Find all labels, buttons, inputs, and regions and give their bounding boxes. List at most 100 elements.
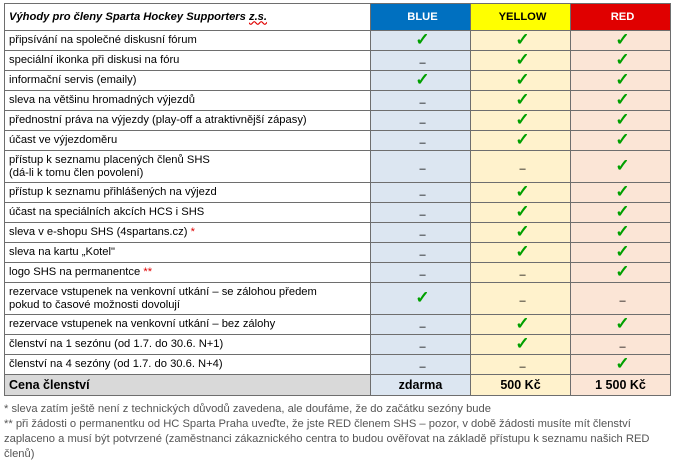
dash-icon: –: [419, 341, 426, 353]
check-icon: ✓: [515, 70, 530, 89]
cell-blue: –: [370, 314, 471, 335]
benefit-label-note: (dá-li k tomu člen povolení): [9, 166, 144, 179]
dash-icon: –: [419, 117, 426, 129]
table-title-suffix: z.s.: [248, 10, 268, 23]
cell-blue: –: [370, 182, 471, 203]
benefit-label-text: přednostní práva na výjezdy (play-off a …: [9, 114, 307, 126]
cell-yellow: ✓: [470, 202, 571, 223]
check-icon: ✓: [515, 242, 530, 261]
table-row: členství na 4 sezóny (od 1.7. do 30.6. N…: [4, 354, 671, 375]
benefit-label: členství na 4 sezóny (od 1.7. do 30.6. N…: [4, 354, 371, 375]
cell-blue: –: [370, 130, 471, 151]
cell-blue: –: [370, 242, 471, 263]
price-label: Cena členství: [4, 374, 371, 396]
table-row: logo SHS na permanentce ** – – ✓: [4, 262, 671, 283]
cell-red: ✓: [570, 50, 671, 71]
check-icon: ✓: [615, 314, 630, 333]
cell-yellow: ✓: [470, 242, 571, 263]
tier-header-red: RED: [570, 3, 671, 31]
footnote-2: ** při žádosti o permanentku od HC Spart…: [4, 418, 650, 460]
cell-red: ✓: [570, 90, 671, 111]
benefit-label-text: účast na speciálních akcích HCS i SHS: [9, 206, 205, 218]
dash-icon: –: [419, 249, 426, 261]
dash-icon: –: [419, 163, 426, 175]
benefit-label-text: informační servis (emaily): [9, 74, 137, 86]
dash-icon: –: [419, 321, 426, 333]
cell-yellow: –: [470, 282, 571, 315]
cell-yellow: ✓: [470, 30, 571, 51]
benefit-label: sleva v e-shopu SHS (4spartans.cz) *: [4, 222, 371, 243]
footnote-1: * sleva zatím ještě není z technických d…: [4, 403, 491, 415]
dash-icon: –: [519, 295, 526, 307]
cell-red: ✓: [570, 130, 671, 151]
table-row: přístup k seznamu přihlášených na výjezd…: [4, 182, 671, 203]
check-icon: ✓: [615, 130, 630, 149]
cell-blue: –: [370, 334, 471, 355]
cell-red: ✓: [570, 222, 671, 243]
check-icon: ✓: [415, 30, 430, 49]
check-icon: ✓: [515, 334, 530, 353]
benefit-label-text: přístup k seznamu placených členů SHS: [9, 153, 210, 166]
check-icon: ✓: [515, 314, 530, 333]
table-row: účast na speciálních akcích HCS i SHS – ✓ ✓: [4, 202, 671, 223]
check-icon: ✓: [615, 262, 630, 281]
table-row: rezervace vstupenek na venkovní utkání –…: [4, 282, 671, 315]
dash-icon: –: [519, 269, 526, 281]
footnotes: * sleva zatím ještě není z technických d…: [4, 402, 672, 462]
footnote-marker: *: [190, 226, 195, 238]
benefit-label: připsívání na společné diskusní fórum: [4, 30, 371, 51]
cell-red: ✓: [570, 182, 671, 203]
benefit-label-text: speciální ikonka při diskusi na fóru: [9, 54, 180, 66]
check-icon: ✓: [615, 50, 630, 69]
header-row: Výhody pro členy Sparta Hockey Supporter…: [4, 3, 671, 31]
benefit-label: sleva na většinu hromadných výjezdů: [4, 90, 371, 111]
benefit-label: účast ve výjezdoměru: [4, 130, 371, 151]
cell-blue: –: [370, 354, 471, 375]
check-icon: ✓: [515, 202, 530, 221]
dash-icon: –: [419, 269, 426, 281]
cell-yellow: ✓: [470, 314, 571, 335]
footnote-marker: **: [143, 266, 153, 278]
dash-icon: –: [619, 295, 626, 307]
cell-red: ✓: [570, 110, 671, 131]
table-title-text: Výhody pro členy Sparta Hockey Supporter…: [9, 10, 249, 23]
check-icon: ✓: [615, 222, 630, 241]
benefit-label-text: připsívání na společné diskusní fórum: [9, 34, 197, 46]
benefit-rows: připsívání na společné diskusní fórum ✓ ✓ ✓…: [4, 30, 671, 375]
price-blue: zdarma: [370, 374, 471, 396]
cell-red: –: [570, 334, 671, 355]
cell-yellow: –: [470, 354, 571, 375]
benefit-label: přístup k seznamu placených členů SHS (dá…: [4, 150, 371, 183]
tier-header-yellow: YELLOW: [470, 3, 571, 31]
benefit-label-text: rezervace vstupenek na venkovní utkání –…: [9, 318, 276, 330]
cell-red: ✓: [570, 150, 671, 183]
benefit-label: členství na 1 sezónu (od 1.7. do 30.6. N…: [4, 334, 371, 355]
cell-yellow: ✓: [470, 110, 571, 131]
table-title: Výhody pro členy Sparta Hockey Supporter…: [4, 3, 371, 31]
benefit-label: rezervace vstupenek na venkovní utkání –…: [4, 282, 371, 315]
cell-blue: ✓: [370, 282, 471, 315]
table-row: speciální ikonka při diskusi na fóru – ✓ ✓: [4, 50, 671, 71]
cell-yellow: ✓: [470, 90, 571, 111]
benefit-label: sleva na kartu „Kotel": [4, 242, 371, 263]
cell-yellow: ✓: [470, 130, 571, 151]
cell-red: ✓: [570, 70, 671, 91]
benefit-label-text: logo SHS na permanentce: [9, 266, 141, 278]
check-icon: ✓: [615, 242, 630, 261]
table-row: informační servis (emaily) ✓ ✓ ✓: [4, 70, 671, 91]
membership-benefits-table: Výhody pro členy Sparta Hockey Supporter…: [4, 3, 671, 396]
check-icon: ✓: [615, 110, 630, 129]
table-row: sleva na většinu hromadných výjezdů – ✓ ✓: [4, 90, 671, 111]
dash-icon: –: [419, 361, 426, 373]
benefit-label: informační servis (emaily): [4, 70, 371, 91]
check-icon: ✓: [615, 30, 630, 49]
cell-yellow: ✓: [470, 334, 571, 355]
cell-red: ✓: [570, 30, 671, 51]
cell-blue: –: [370, 150, 471, 183]
benefit-label: speciální ikonka při diskusi na fóru: [4, 50, 371, 71]
benefit-label: přístup k seznamu přihlášených na výjezd: [4, 182, 371, 203]
cell-blue: ✓: [370, 70, 471, 91]
cell-red: ✓: [570, 242, 671, 263]
cell-blue: –: [370, 222, 471, 243]
benefit-label-note: pokud to časové možnosti dovolují: [9, 298, 181, 311]
